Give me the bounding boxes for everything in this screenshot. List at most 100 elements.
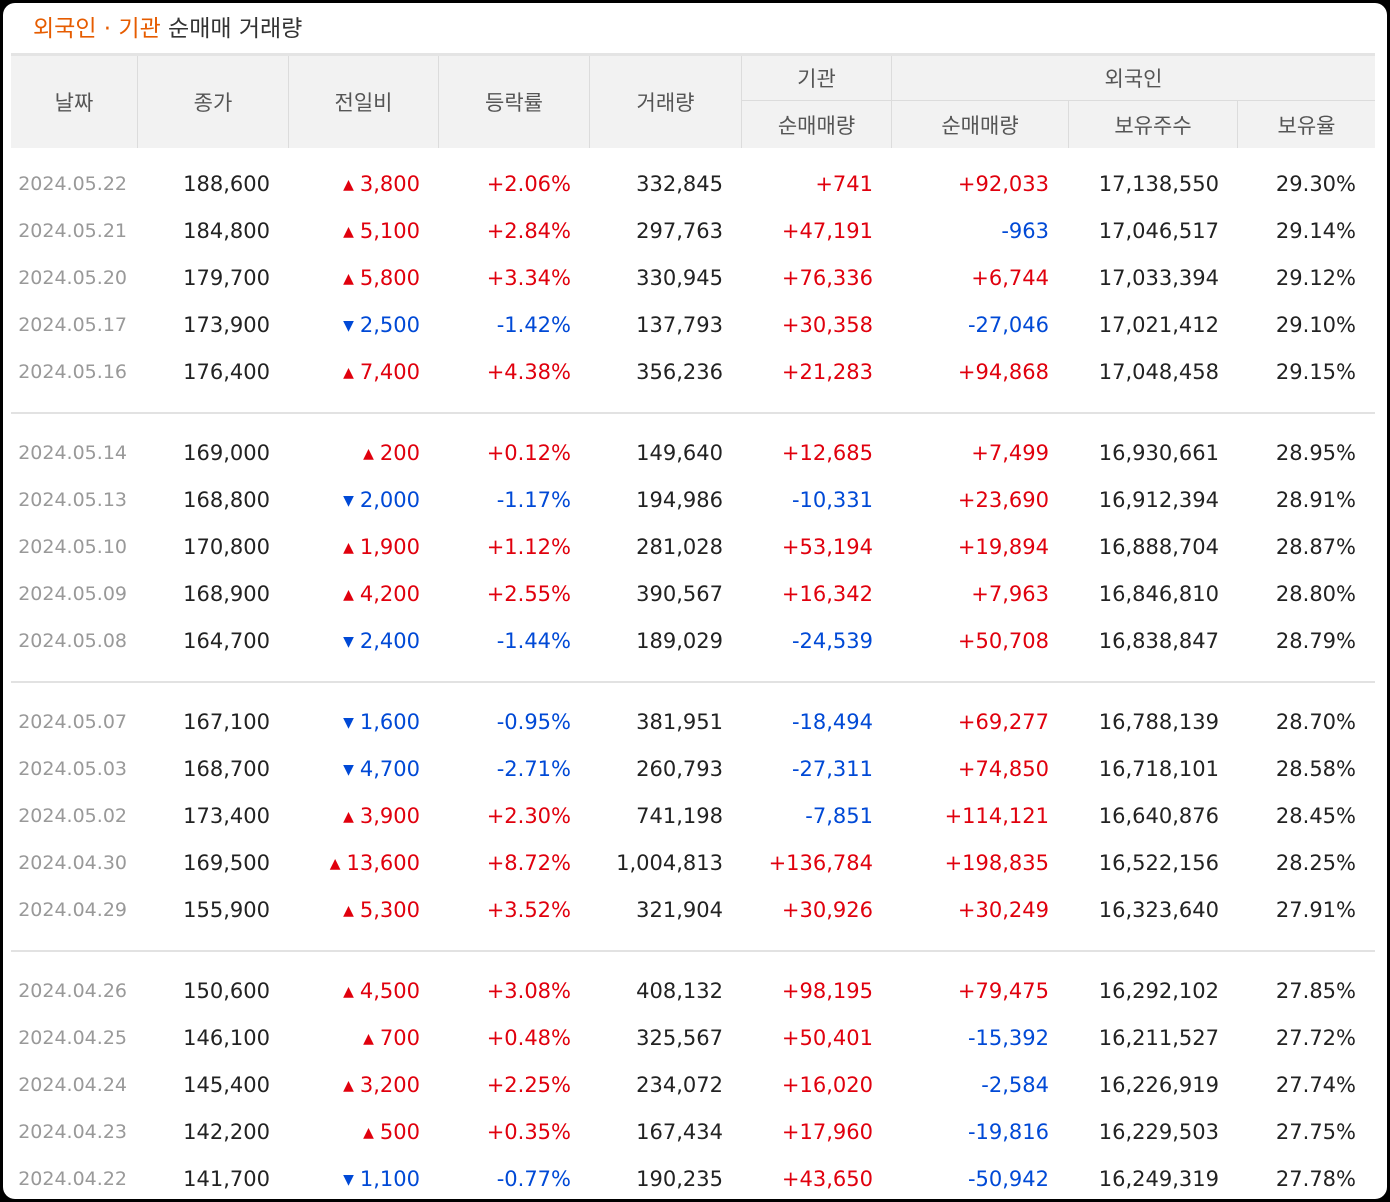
change-value: 2,000 — [359, 488, 420, 512]
up-triangle-icon: ▲ — [343, 365, 354, 381]
table-row: 2024.05.16 176,400 ▲ 7,400 +4.38% 356,236 +21,… — [11, 349, 1375, 396]
cell-change: ▲ 5,300 — [289, 887, 420, 934]
cell-foreign-holdings: 16,846,810 — [1098, 582, 1219, 606]
cell-date: 2024.04.23 — [18, 1121, 127, 1143]
cell-foreign-ratio: 28.87% — [1275, 535, 1356, 559]
cell-close: 146,100 — [183, 1026, 270, 1050]
cell-foreign-net: -50,942 — [967, 1167, 1049, 1191]
down-triangle-icon: ▼ — [343, 762, 354, 778]
header-institution-group: 기관 — [742, 56, 891, 100]
panel: 외국인 · 기관 순매매 거래량 날짜 종가 전일비 등락률 거래량 기관 순매… — [3, 3, 1387, 1199]
up-triangle-icon: ▲ — [343, 903, 354, 919]
cell-volume: 332,845 — [636, 172, 723, 196]
cell-institution-net: +98,195 — [781, 979, 873, 1003]
change-value: 5,300 — [359, 898, 420, 922]
cell-volume: 356,236 — [636, 360, 723, 384]
cell-institution-net: +21,283 — [781, 360, 873, 384]
cell-volume: 194,986 — [636, 488, 723, 512]
cell-close: 145,400 — [183, 1073, 270, 1097]
cell-foreign-holdings: 16,888,704 — [1098, 535, 1219, 559]
title-rest: 순매매 거래량 — [160, 16, 303, 42]
cell-change: ▲ 5,100 — [289, 208, 420, 255]
cell-foreign-holdings: 16,838,847 — [1098, 629, 1219, 653]
cell-date: 2024.04.26 — [18, 980, 127, 1002]
change-value: 200 — [379, 441, 420, 465]
group-divider — [11, 412, 1375, 414]
change-value: 5,800 — [359, 266, 420, 290]
cell-institution-net: -27,311 — [791, 757, 873, 781]
cell-volume: 741,198 — [636, 804, 723, 828]
cell-foreign-net: +7,963 — [971, 582, 1049, 606]
header-rate: 등락률 — [439, 56, 589, 148]
cell-foreign-ratio: 28.25% — [1275, 851, 1356, 875]
cell-foreign-net: -2,584 — [981, 1073, 1049, 1097]
cell-rate: +3.08% — [486, 979, 571, 1003]
cell-change: ▼ 4,700 — [289, 746, 420, 793]
cell-date: 2024.05.08 — [18, 630, 127, 652]
cell-rate: +0.48% — [486, 1026, 571, 1050]
table-row: 2024.04.25 146,100 ▲ 700 +0.48% 325,567 +50,40… — [11, 1015, 1375, 1062]
cell-foreign-ratio: 28.95% — [1275, 441, 1356, 465]
group-divider — [11, 950, 1375, 952]
cell-foreign-ratio: 29.12% — [1275, 266, 1356, 290]
cell-foreign-net: +92,033 — [957, 172, 1049, 196]
cell-institution-net: +12,685 — [781, 441, 873, 465]
cell-foreign-holdings: 16,912,394 — [1098, 488, 1219, 512]
cell-rate: -0.95% — [496, 710, 571, 734]
header-foreign-group: 외국인 — [892, 56, 1375, 100]
change-value: 2,400 — [359, 629, 420, 653]
section-title: 외국인 · 기관 순매매 거래량 — [33, 13, 302, 45]
header-date: 날짜 — [11, 56, 137, 148]
cell-rate: -0.77% — [496, 1167, 571, 1191]
cell-foreign-ratio: 28.70% — [1275, 710, 1356, 734]
change-value: 4,200 — [359, 582, 420, 606]
cell-close: 164,700 — [183, 629, 270, 653]
change-value: 3,200 — [359, 1073, 420, 1097]
down-triangle-icon: ▼ — [343, 493, 354, 509]
cell-date: 2024.05.07 — [18, 711, 127, 733]
header-foreign-holdings: 보유주수 — [1069, 101, 1237, 148]
title-foreign: 외국인 — [33, 16, 97, 42]
cell-foreign-holdings: 16,640,876 — [1098, 804, 1219, 828]
up-triangle-icon: ▲ — [343, 984, 354, 1000]
header-close: 종가 — [138, 56, 288, 148]
up-triangle-icon: ▲ — [343, 540, 354, 556]
table-row: 2024.04.29 155,900 ▲ 5,300 +3.52% 321,904 +30,… — [11, 887, 1375, 934]
cell-foreign-holdings: 16,226,919 — [1098, 1073, 1219, 1097]
table-row: 2024.05.14 169,000 ▲ 200 +0.12% 149,640 +12,68… — [11, 430, 1375, 477]
cell-foreign-net: +69,277 — [957, 710, 1049, 734]
cell-close: 167,100 — [183, 710, 270, 734]
up-triangle-icon: ▲ — [343, 177, 354, 193]
cell-volume: 1,004,813 — [616, 851, 723, 875]
cell-foreign-net: +30,249 — [957, 898, 1049, 922]
cell-date: 2024.04.30 — [18, 852, 127, 874]
table-row: 2024.05.03 168,700 ▼ 4,700 -2.71% 260,793 -27,… — [11, 746, 1375, 793]
cell-institution-net: +17,960 — [781, 1120, 873, 1144]
cell-foreign-net: -27,046 — [967, 313, 1049, 337]
cell-close: 169,500 — [183, 851, 270, 875]
cell-volume: 167,434 — [636, 1120, 723, 1144]
cell-foreign-net: -19,816 — [967, 1120, 1049, 1144]
cell-close: 168,800 — [183, 488, 270, 512]
cell-change: ▲ 5,800 — [289, 255, 420, 302]
cell-foreign-ratio: 28.80% — [1275, 582, 1356, 606]
cell-volume: 297,763 — [636, 219, 723, 243]
cell-institution-net: -7,851 — [805, 804, 873, 828]
table-row: 2024.05.20 179,700 ▲ 5,800 +3.34% 330,945 +76,… — [11, 255, 1375, 302]
cell-rate: +2.30% — [486, 804, 571, 828]
cell-volume: 189,029 — [636, 629, 723, 653]
table-row: 2024.05.17 173,900 ▼ 2,500 -1.42% 137,793 +30,… — [11, 302, 1375, 349]
up-triangle-icon: ▲ — [363, 1031, 374, 1047]
group-divider — [11, 681, 1375, 683]
cell-close: 168,900 — [183, 582, 270, 606]
table-row: 2024.05.10 170,800 ▲ 1,900 +1.12% 281,028 +53,… — [11, 524, 1375, 571]
cell-date: 2024.05.09 — [18, 583, 127, 605]
cell-rate: +8.72% — [486, 851, 571, 875]
cell-change: ▼ 1,600 — [289, 699, 420, 746]
cell-rate: +3.34% — [486, 266, 571, 290]
cell-change: ▲ 3,800 — [289, 161, 420, 208]
header-institution-net: 순매매량 — [742, 101, 891, 148]
cell-foreign-holdings: 16,323,640 — [1098, 898, 1219, 922]
cell-change: ▲ 3,900 — [289, 793, 420, 840]
cell-date: 2024.05.16 — [18, 361, 127, 383]
